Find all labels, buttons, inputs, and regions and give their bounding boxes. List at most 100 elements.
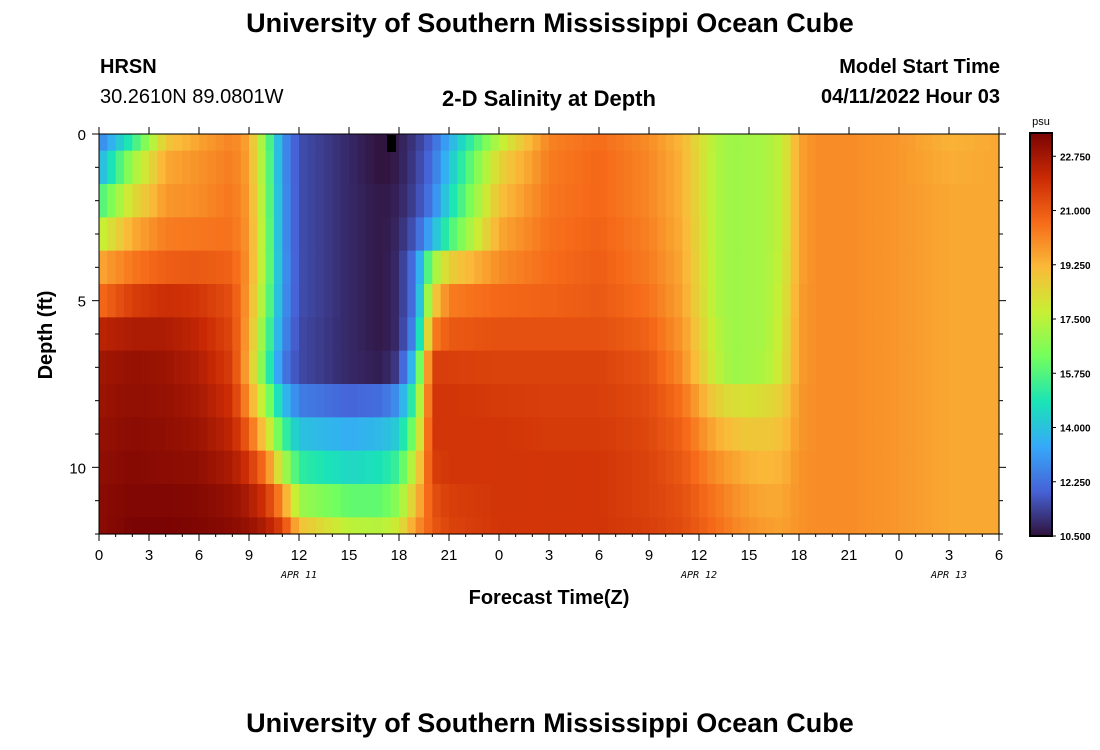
heatmap-cell bbox=[940, 250, 950, 285]
heatmap-cell bbox=[940, 284, 950, 318]
heatmap-cell bbox=[374, 317, 383, 352]
heatmap-cell bbox=[615, 417, 625, 452]
heatmap-cell bbox=[957, 450, 967, 485]
heatmap-cell bbox=[732, 217, 742, 252]
heatmap-cell bbox=[690, 284, 700, 318]
heatmap-cell bbox=[640, 384, 650, 418]
heatmap-cell bbox=[207, 450, 217, 485]
heatmap-cell bbox=[390, 217, 400, 252]
heatmap-cell bbox=[765, 134, 775, 152]
heatmap-cell bbox=[574, 184, 583, 218]
heatmap-cell bbox=[132, 450, 142, 485]
heatmap-cell bbox=[332, 350, 342, 385]
heatmap-cell bbox=[640, 450, 650, 485]
heatmap-cell bbox=[557, 417, 567, 452]
heatmap-cell bbox=[199, 284, 208, 318]
heatmap-cell bbox=[507, 150, 517, 185]
heatmap-cell bbox=[149, 384, 158, 418]
heatmap-cell bbox=[140, 284, 150, 318]
model-start-label: Model Start Time bbox=[839, 56, 1000, 78]
heatmap-cell bbox=[932, 450, 942, 485]
heatmap-cell bbox=[715, 384, 725, 418]
heatmap-cell bbox=[665, 134, 675, 152]
heatmap-cell bbox=[615, 450, 625, 485]
heatmap-cell bbox=[782, 184, 792, 218]
heatmap-cell bbox=[599, 317, 608, 352]
heatmap-cell bbox=[582, 417, 592, 452]
heatmap-cell bbox=[357, 417, 367, 452]
heatmap-cell bbox=[340, 350, 350, 385]
heatmap-cell bbox=[799, 184, 808, 218]
heatmap-cell bbox=[407, 350, 417, 385]
colorbar-tick-label: 21.000 bbox=[1060, 207, 1091, 218]
heatmap-cell bbox=[482, 450, 492, 485]
heatmap-cell bbox=[457, 417, 467, 452]
heatmap-cell bbox=[574, 417, 583, 452]
heatmap-cell bbox=[965, 384, 975, 418]
heatmap-cell bbox=[174, 134, 183, 152]
heatmap-cell bbox=[424, 384, 433, 418]
heatmap-cell bbox=[174, 150, 183, 185]
heatmap-cell bbox=[782, 384, 792, 418]
heatmap-cell bbox=[890, 417, 900, 452]
heatmap-cell bbox=[582, 284, 592, 318]
heatmap-cell bbox=[640, 317, 650, 352]
heatmap-cell bbox=[765, 384, 775, 418]
heatmap-cell bbox=[149, 517, 158, 535]
heatmap-cell bbox=[774, 184, 783, 218]
heatmap-cell bbox=[990, 317, 1000, 352]
heatmap-cell bbox=[524, 350, 533, 385]
heatmap-cell bbox=[774, 317, 783, 352]
heatmap-cell bbox=[824, 450, 833, 485]
heatmap-cell bbox=[282, 484, 292, 518]
heatmap-cell bbox=[457, 517, 467, 535]
heatmap-cell bbox=[215, 184, 225, 218]
heatmap-cell bbox=[949, 484, 958, 518]
heatmap-cell bbox=[182, 184, 192, 218]
heatmap-cell bbox=[757, 384, 767, 418]
heatmap-cell bbox=[682, 250, 692, 285]
heatmap-cell bbox=[415, 184, 425, 218]
heatmap-cell bbox=[449, 250, 458, 285]
heatmap-cell bbox=[824, 350, 833, 385]
heatmap-cell bbox=[807, 317, 817, 352]
heatmap-cell bbox=[465, 517, 475, 535]
heatmap-cell bbox=[315, 217, 325, 252]
heatmap-cell bbox=[957, 150, 967, 185]
heatmap-cell bbox=[265, 284, 275, 318]
heatmap-cell bbox=[682, 517, 692, 535]
heatmap-cell bbox=[507, 517, 517, 535]
heatmap-cell bbox=[482, 484, 492, 518]
heatmap-cell bbox=[915, 217, 925, 252]
heatmap-cell bbox=[332, 284, 342, 318]
y-axis: 0 5 10 bbox=[69, 127, 1006, 535]
colorbar-tick-label: 12.250 bbox=[1060, 478, 1091, 489]
heatmap-cell bbox=[524, 450, 533, 485]
heatmap-cell bbox=[315, 317, 325, 352]
heatmap-cell bbox=[249, 417, 258, 452]
heatmap-cell bbox=[424, 517, 433, 535]
heatmap-cell bbox=[524, 484, 533, 518]
heatmap-cell bbox=[690, 384, 700, 418]
heatmap-cell bbox=[890, 450, 900, 485]
heatmap-cell bbox=[574, 134, 583, 152]
heatmap-cell bbox=[465, 417, 475, 452]
heatmap-cell bbox=[715, 134, 725, 152]
heatmap-cell bbox=[457, 450, 467, 485]
heatmap-cell bbox=[474, 184, 483, 218]
heatmap-cell bbox=[757, 134, 767, 152]
x-tick-label: 18 bbox=[791, 547, 808, 564]
x-tick-label: 3 bbox=[545, 547, 553, 564]
heatmap-cell bbox=[340, 134, 350, 152]
plot-title: 2-D Salinity at Depth bbox=[442, 86, 656, 111]
heatmap-cell bbox=[524, 384, 533, 418]
heatmap-cell bbox=[140, 417, 150, 452]
heatmap-cell bbox=[607, 350, 617, 385]
heatmap-cell bbox=[807, 184, 817, 218]
heatmap-cell bbox=[565, 484, 575, 518]
heatmap-cell bbox=[824, 417, 833, 452]
heatmap-cell bbox=[407, 217, 417, 252]
heatmap-cell bbox=[407, 184, 417, 218]
x-tick-label: 3 bbox=[145, 547, 153, 564]
heatmap-cell bbox=[882, 417, 892, 452]
